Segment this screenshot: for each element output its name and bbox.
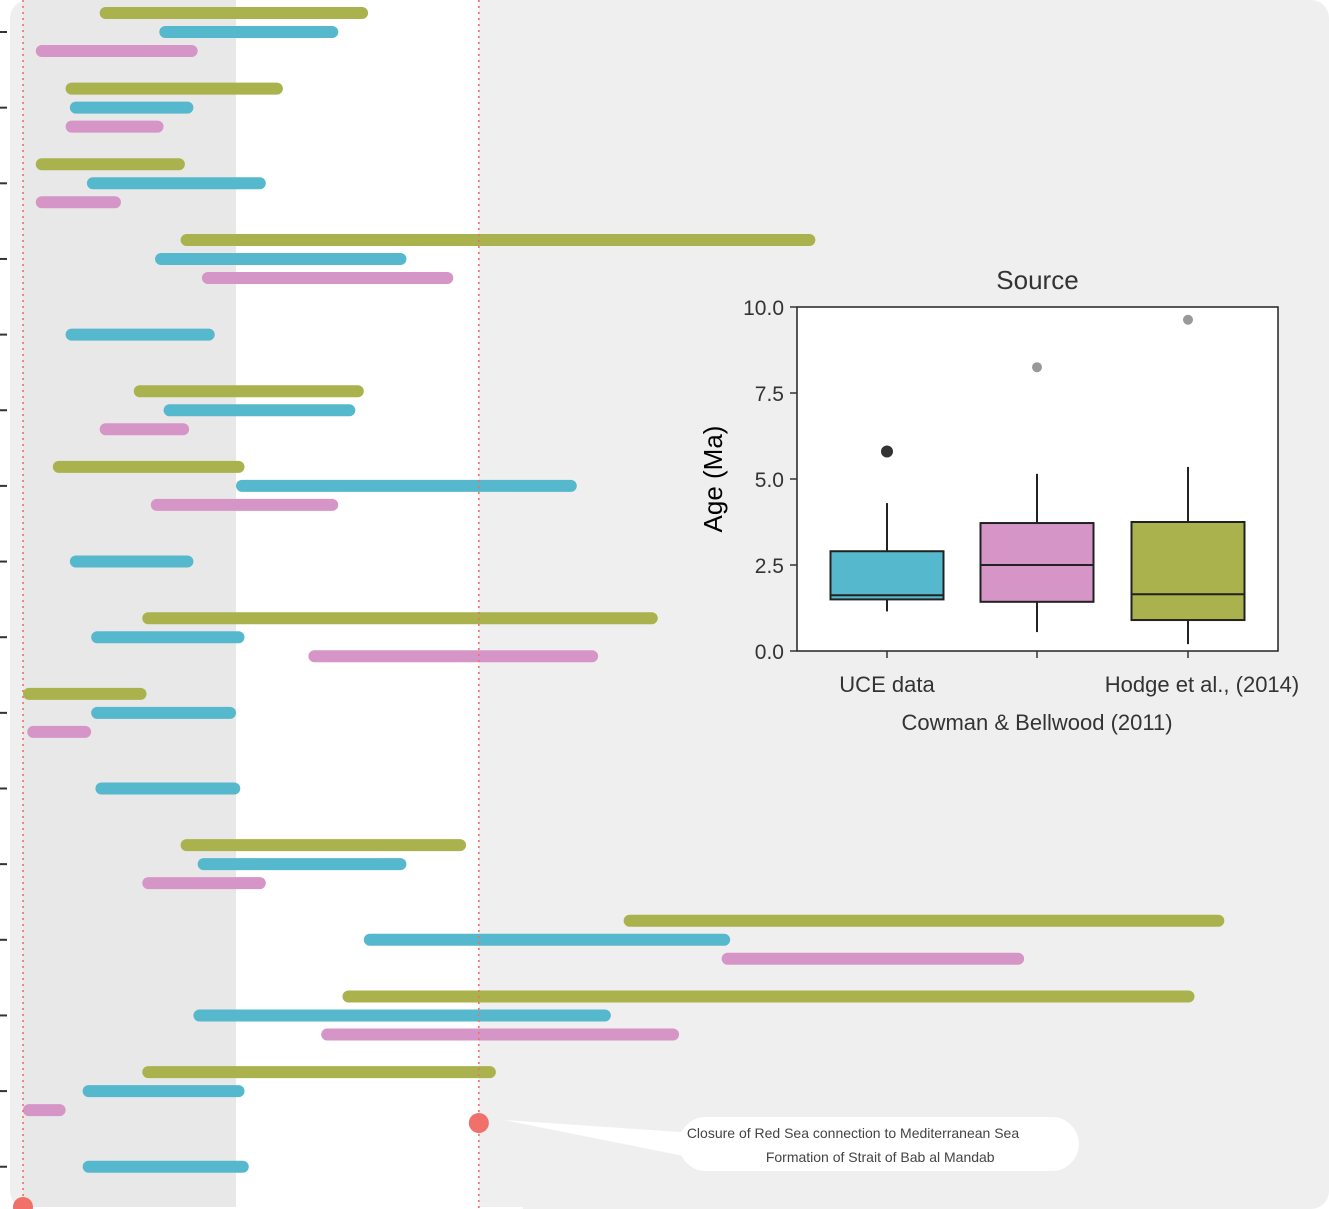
event-label-line: Closure of Red Sea connection to Mediter… [687,1125,1020,1141]
x-category-label: Cowman & Bellwood (2011) [901,710,1172,735]
callout-box [678,1117,1079,1171]
callout-connector [503,1120,694,1158]
event-label-line: Formation of Strait of Bab al Mandab [766,1149,995,1165]
event-marker [13,1197,33,1209]
outlier-point [1032,362,1042,373]
clear-band [236,0,479,1209]
box [829,550,945,601]
box [979,522,1095,603]
box [1130,521,1246,622]
y-tick-label: 10.0 [743,297,784,320]
y-tick-label: 7.5 [755,383,784,406]
x-category-label: Hodge et al., (2014) [1105,672,1299,697]
y-tick-label: 5.0 [755,469,784,492]
boxplot-ylabel: Age (Ma) [698,426,728,533]
y-tick-label: 2.5 [755,555,784,578]
boxplot-title: Source [996,265,1078,295]
event-marker [468,1113,489,1133]
outlier-point [881,445,893,458]
outlier-point [1183,314,1193,325]
y-tick-label: 0.0 [755,641,784,664]
x-category-label: UCE data [839,672,935,697]
